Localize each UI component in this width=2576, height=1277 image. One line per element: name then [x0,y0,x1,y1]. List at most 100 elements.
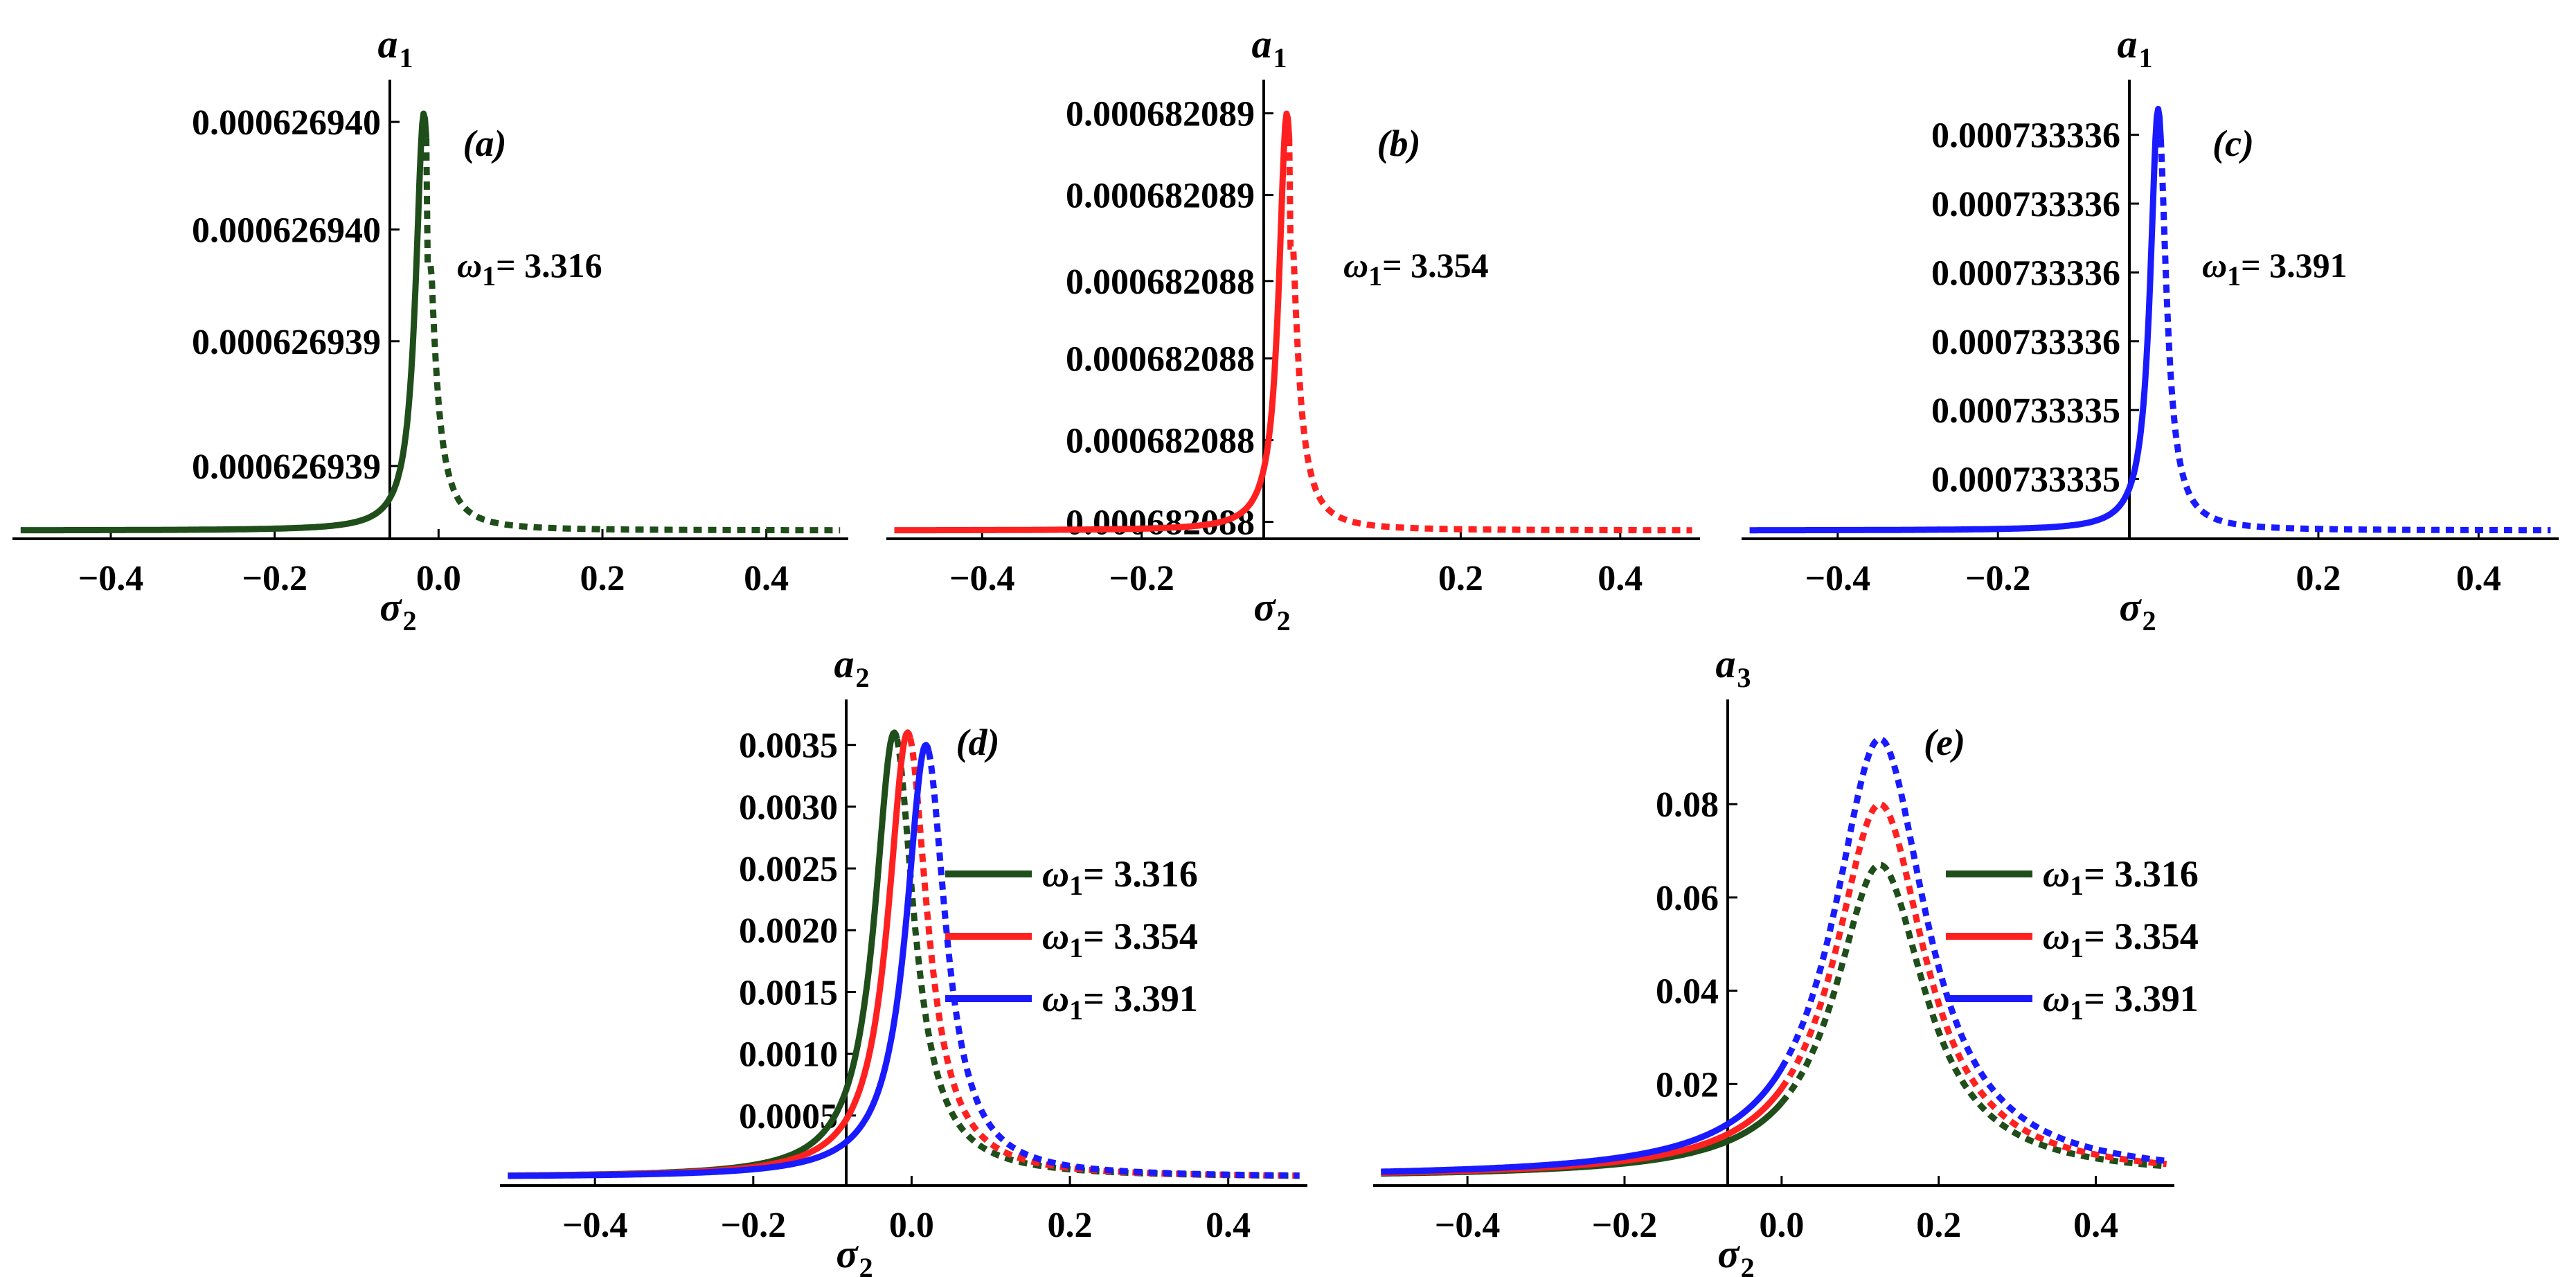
series-line-solid [892,110,1293,534]
legend-label: ω1= 3.354 [1042,916,1198,963]
y-tick-label: 0.000682088 [1066,422,1255,461]
y-tick-label: 0.000626939 [192,323,381,362]
y-tick-label: 0.04 [1656,972,1719,1012]
series-line-dotted [894,738,1300,1179]
x-tick-label: −0.4 [1435,1206,1501,1245]
x-tick-label: −0.2 [1109,559,1174,598]
x-axis-label-subscript: 2 [403,605,417,636]
omega-annotation: ω1= 3.354 [1343,246,1489,292]
omega-symbol: ω [2202,246,2227,285]
panel-e: −0.4 −0.2 0.0 0.2 0.4 0.02 0.04 0.06 0.08 a3 σ2 (e)… [1373,641,2199,1277]
y-tick-label: 0.000682088 [1066,262,1255,302]
y-axis-label: a2 [834,641,870,693]
x-tick-label: −0.2 [1592,1206,1658,1245]
x-tick-label: −0.2 [242,559,307,598]
x-tick-label: −0.4 [78,559,144,598]
series-line-dotted [2157,139,2551,534]
x-axis-label: σ2 [379,584,416,636]
x-tick-label: 0.0 [889,1206,934,1245]
legend-omega-subscript: 1 [1069,994,1083,1026]
panel-label: (e) [1924,722,1965,763]
legend-value: = 3.391 [1083,978,1198,1019]
omega-symbol: ω [1343,246,1368,285]
x-axis-label: σ2 [2119,584,2156,636]
y-tick-label: 0.000626940 [192,103,381,143]
x-tick-label: −0.2 [720,1206,786,1245]
x-tick-label: 0.4 [1598,559,1643,598]
series-line-solid [1748,105,2164,534]
series-line-dotted [423,138,841,534]
legend-label: ω1= 3.391 [2043,978,2199,1026]
y-tick-label: 0.08 [1656,785,1719,825]
legend-omega: ω [2043,978,2070,1019]
y-axis-label-subscript: 1 [2139,42,2153,73]
omega-value: = 3.354 [1382,246,1489,285]
y-tick-label: 0.0010 [739,1035,838,1075]
y-tick-label: 0.0025 [739,850,838,889]
series-line-solid [1379,1066,1785,1175]
omega-subscript: 1 [482,260,496,292]
y-tick-label: 0.000682088 [1066,340,1255,379]
panel-d: −0.4 −0.2 0.0 0.2 0.4 0.0005 0.0010 0.0015 0.002… [500,641,1307,1277]
y-axis-label-subscript: 1 [400,42,413,73]
y-tick-label: 0.000626939 [192,447,381,487]
legend-label: ω1= 3.354 [2043,916,2199,963]
panel-label: (c) [2212,123,2254,164]
legend-omega: ω [1042,853,1069,895]
series-line-solid [19,110,430,534]
series-line-dotted [925,751,1300,1179]
panel-label: (d) [956,722,1000,763]
x-axis-label-subscript: 2 [1741,1252,1755,1277]
legend-omega-subscript: 1 [1069,870,1083,901]
x-axis-label: σ2 [1717,1231,1754,1277]
x-tick-label: 0.0 [416,559,461,598]
legend-label: ω1= 3.316 [1042,853,1198,901]
x-tick-label: −0.4 [1805,559,1871,598]
series-line-dotted [1779,801,2167,1168]
omega-annotation: ω1= 3.391 [2202,246,2347,292]
y-tick-label: 0.0035 [739,726,838,766]
x-tick-label: 0.4 [744,559,789,598]
y-tick-label: 0.000733336 [1931,253,2120,293]
legend-label: ω1= 3.391 [1042,978,1198,1026]
y-axis-label: a1 [378,21,413,73]
x-tick-label: 0.4 [2456,559,2501,598]
x-tick-label: 0.2 [1048,1206,1093,1245]
legend-omega: ω [2043,853,2070,895]
legend-omega: ω [1042,978,1069,1019]
x-tick-label: 0.2 [1438,559,1483,598]
x-tick-label: 0.2 [580,559,625,598]
y-axis-label: a1 [1252,21,1287,73]
legend-label: ω1= 3.316 [2043,853,2199,901]
omega-annotation: ω1= 3.316 [457,246,602,292]
x-axis-label-subscript: 2 [2143,605,2156,636]
legend-omega-subscript: 1 [1069,932,1083,963]
legend-omega: ω [1042,916,1069,957]
y-tick-label: 0.0005 [739,1097,838,1136]
legend-omega: ω [2043,916,2070,957]
omega-subscript: 1 [1368,260,1382,292]
y-tick-label: 0.000682089 [1066,95,1255,134]
series-line-solid [506,729,913,1179]
y-tick-label: 0.0015 [739,973,838,1012]
series-line-dotted [1286,138,1692,534]
y-tick-label: 0.000733336 [1931,185,2120,224]
omega-value: = 3.316 [496,246,602,285]
y-axis-label: a3 [1716,641,1751,693]
omega-value: = 3.391 [2241,246,2347,285]
legend-omega-subscript: 1 [2070,994,2084,1026]
x-tick-label: 0.2 [1916,1206,1961,1245]
x-tick-label: 0.4 [1206,1206,1251,1245]
omega-subscript: 1 [2227,260,2241,292]
y-tick-label: 0.0030 [739,788,838,828]
y-tick-label: 0.000733335 [1931,460,2120,499]
series-line-dotted [1778,735,2167,1164]
x-tick-label: 0.4 [2073,1206,2118,1245]
x-tick-label: −0.4 [949,559,1015,598]
y-axis-label: a1 [2118,21,2153,73]
y-tick-label: 0.000733336 [1931,116,2120,156]
y-axis-label-subscript: 1 [1273,42,1287,73]
legend-value: = 3.354 [2084,916,2199,957]
panel-b: −0.4 −0.2 0.2 0.4 0.000682089 0.000682089 0.00… [886,21,1700,636]
